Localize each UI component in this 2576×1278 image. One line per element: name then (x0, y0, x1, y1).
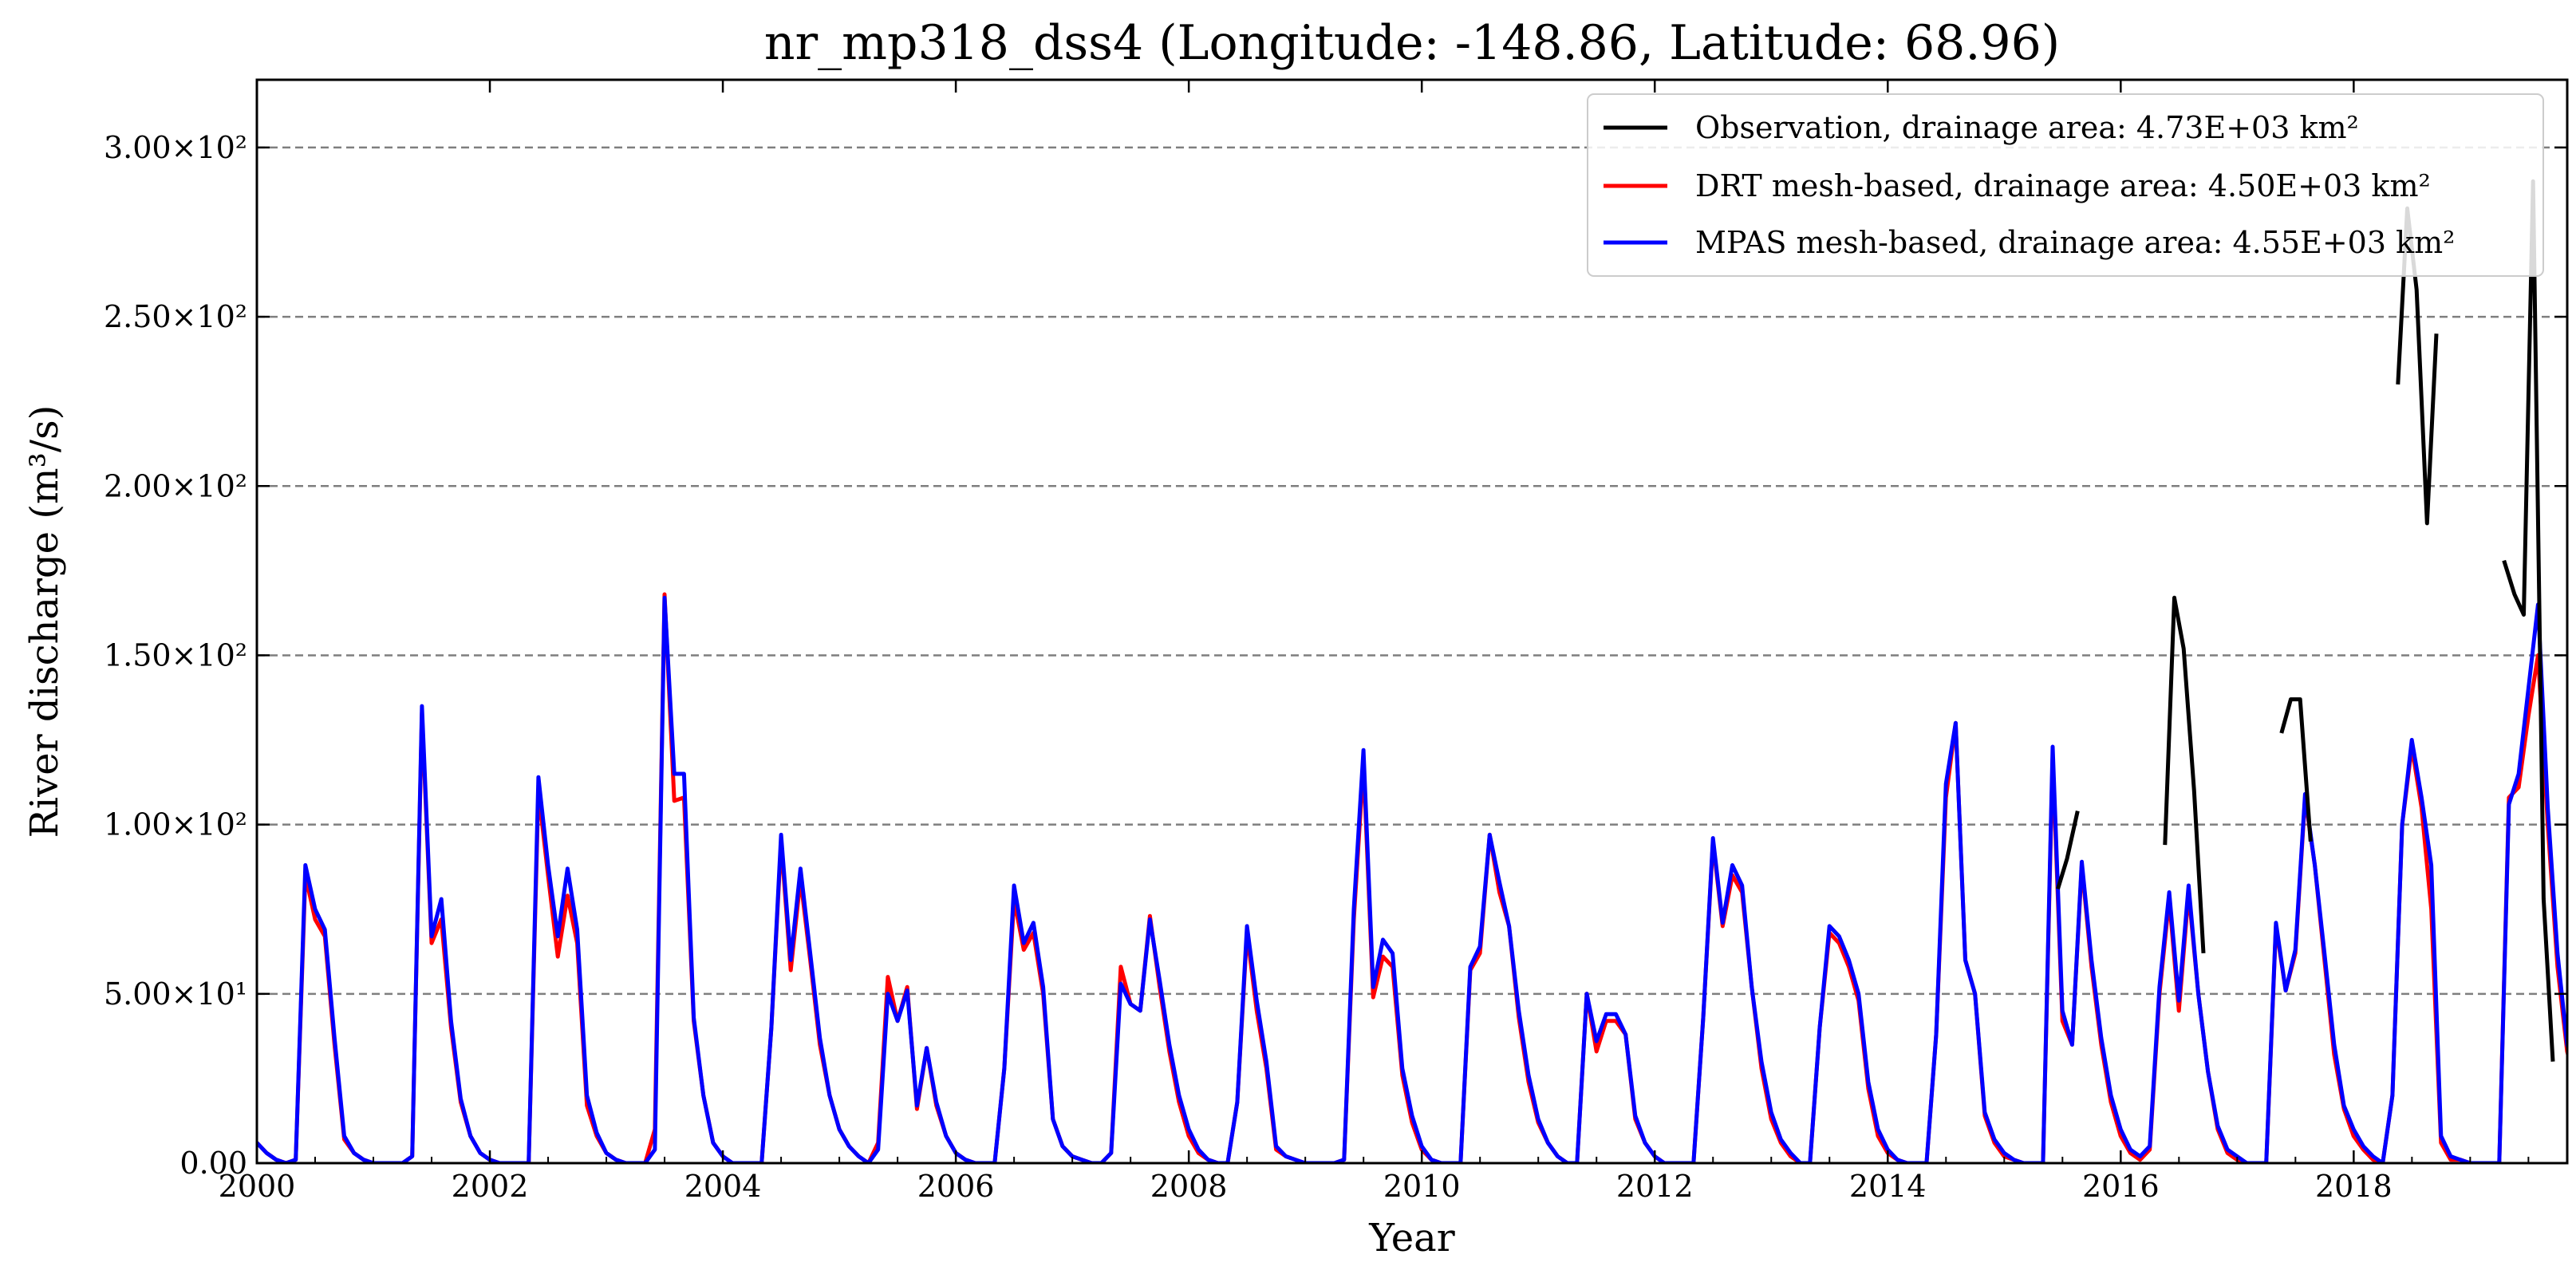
x-tick-label: 2016 (2082, 1169, 2160, 1204)
x-tick-label: 2010 (1383, 1169, 1461, 1204)
legend-label-observation: Observation, drainage area: 4.73E+03 km² (1695, 110, 2359, 145)
series-lines (257, 179, 2567, 1163)
legend-label-drt: DRT mesh-based, drainage area: 4.50E+03 … (1695, 168, 2431, 203)
x-tick-label: 2012 (1616, 1169, 1694, 1204)
y-tick-label: 2.00×10² (104, 468, 247, 503)
plot-frame (255, 78, 2569, 1165)
x-tick-label: 2002 (452, 1169, 529, 1204)
y-tick-label: 5.00×10¹ (104, 976, 247, 1012)
y-axis-label: River discharge (m³/s) (22, 405, 67, 838)
y-tick-label: 1.50×10² (104, 637, 247, 673)
x-tick-label: 2004 (684, 1169, 762, 1204)
x-axis-label: Year (1368, 1216, 1455, 1260)
legend-label-mpas: MPAS mesh-based, drainage area: 4.55E+03… (1695, 225, 2455, 260)
x-tick-label: 2000 (219, 1169, 296, 1204)
grid-lines (257, 146, 2567, 996)
legend-box (1587, 93, 2544, 277)
series-line-observation (2502, 179, 2555, 1062)
series-line-observation (2163, 595, 2206, 954)
y-tick-label: 2.50×10² (104, 299, 247, 334)
series-line-observation (2056, 811, 2080, 890)
chart-title: nr_mp318_dss4 (Longitude: -148.86, Latit… (764, 15, 2060, 71)
y-tick-label: 0.00 (179, 1146, 247, 1181)
axis-ticks: 0.00 5.00×10¹ 1.00×10² 1.50×10² 2.00×10² 2.50… (104, 80, 2567, 1204)
x-tick-label: 2006 (917, 1169, 995, 1204)
series-line-mpas (257, 595, 2567, 1163)
series-line-observation (2279, 697, 2313, 842)
legend: Observation, drainage area: 4.73E+03 km²… (1587, 93, 2544, 277)
y-tick-label: 3.00×10² (104, 130, 247, 165)
x-tick-label: 2018 (2315, 1169, 2393, 1204)
x-tick-label: 2014 (1849, 1169, 1927, 1204)
x-tick-label: 2008 (1150, 1169, 1228, 1204)
y-tick-label: 1.00×10² (104, 807, 247, 842)
